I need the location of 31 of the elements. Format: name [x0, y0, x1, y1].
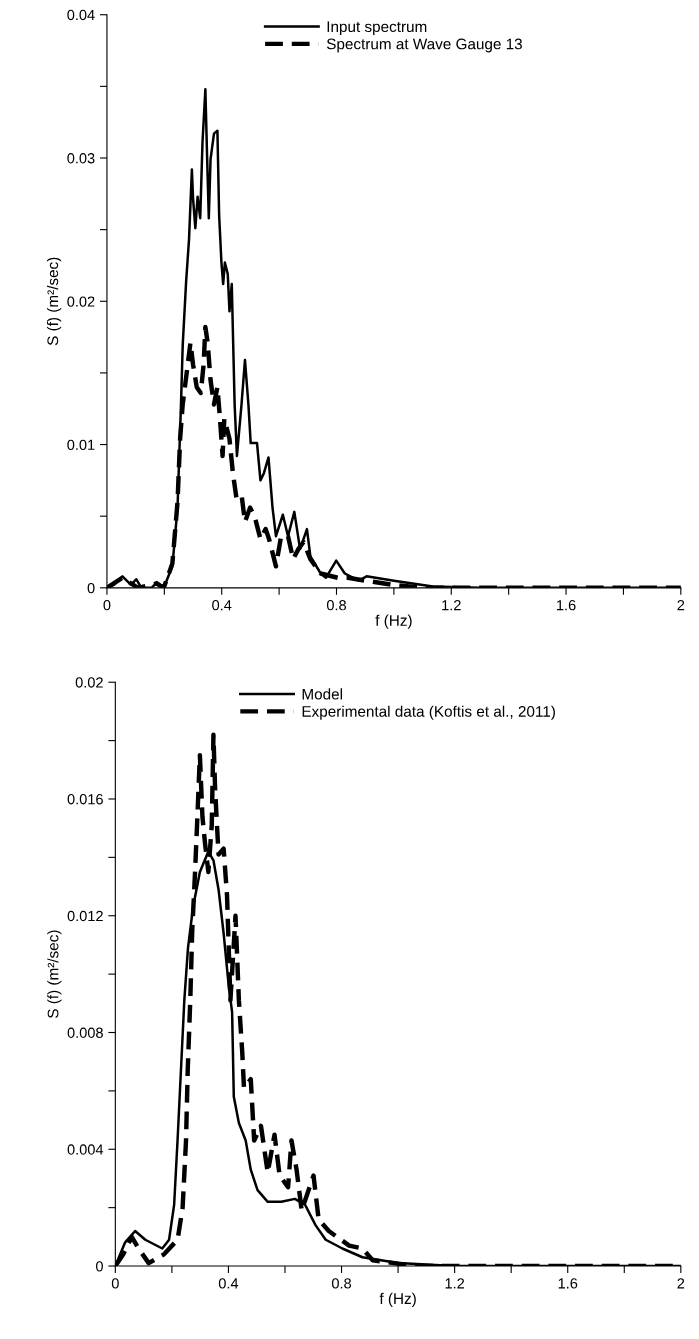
x-tick-label: 0 [103, 600, 111, 611]
x-tick-label: 2 [677, 1278, 685, 1289]
y-tick-label: 0 [95, 1261, 103, 1272]
x-tick-label: 1.6 [557, 600, 576, 611]
legend-label: Model [302, 688, 342, 700]
x-tick-label: 0 [111, 1278, 119, 1289]
x-tick-label: 1.2 [445, 1278, 465, 1289]
x-tick-label: 0.8 [331, 1278, 352, 1289]
x-tick-label: 0.4 [218, 1278, 239, 1289]
y-tick-label: 0.02 [75, 677, 103, 688]
x-tick-label: 0.8 [326, 600, 346, 611]
legend-label: Input spectrum [327, 21, 427, 36]
y-tick-label: 0.012 [67, 910, 103, 922]
y-tick-label: 0.04 [67, 9, 95, 21]
y-tick-label: 0.008 [67, 1027, 103, 1038]
x-tick-label: 0.4 [212, 600, 232, 611]
y-tick-label: 0.03 [67, 153, 95, 164]
y-axis-title: S (f) (m²/sec) [47, 930, 62, 1018]
legend-label: Spectrum at Wave Gauge 13 [326, 38, 522, 53]
y-tick-label: 0.01 [67, 439, 95, 450]
y-tick-label: 0.02 [67, 296, 95, 307]
x-axis-title: f (Hz) [379, 1292, 416, 1308]
x-tick-label: 1.2 [442, 600, 461, 611]
y-tick-label: 0.016 [67, 794, 103, 805]
x-tick-label: 1.6 [558, 1278, 578, 1289]
y-axis-title: S (f) (m²/sec) [46, 257, 62, 346]
x-axis-title: f (Hz) [375, 614, 412, 629]
x-tick-label: 2 [677, 600, 685, 611]
legend-label: Experimental data (Koftis et al., 2011) [302, 705, 555, 720]
y-tick-label: 0.004 [67, 1144, 104, 1155]
y-tick-label: 0 [87, 582, 95, 594]
